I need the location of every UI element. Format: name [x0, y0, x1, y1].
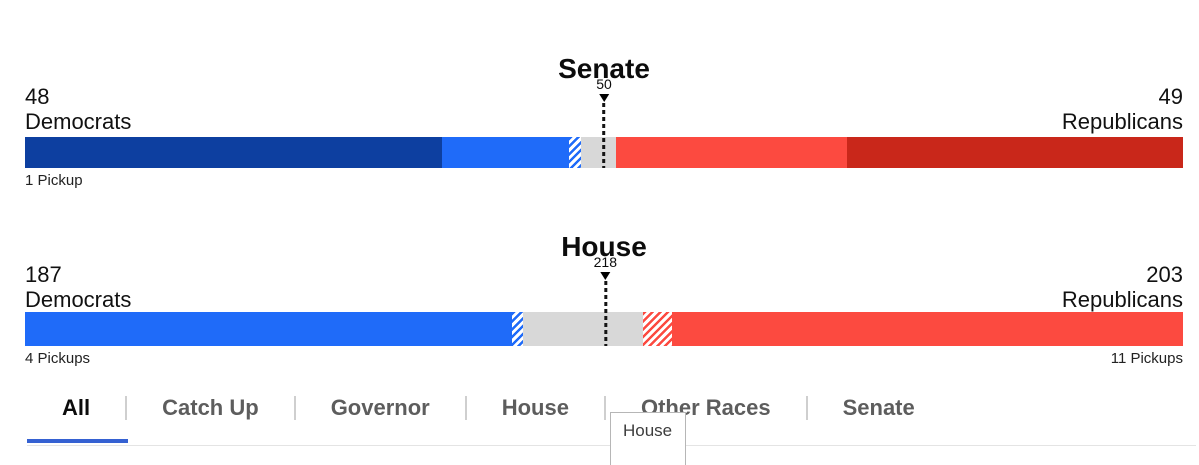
house-rep-pickups: 11 Pickups [1110, 350, 1183, 367]
tab-governor[interactable]: Governor [330, 395, 430, 420]
bar-segment-dem-pickup [512, 312, 523, 346]
bar-segment-dem-won [25, 312, 513, 346]
senate-rep-count: 49 [1158, 84, 1183, 109]
house-pickup-row: 4 Pickups 11 Pickups [25, 350, 1183, 367]
tab-separator [125, 396, 128, 420]
bar-segment-dem-won [441, 137, 570, 168]
bar-segment-rep-holdover [847, 137, 1183, 168]
house-title: House [561, 231, 647, 263]
tooltip-label: House [623, 421, 673, 440]
senate-dem-stat: 48 Democrats [25, 84, 131, 134]
house-balance-of-power: House 187 Democrats 203 Republicans 218 … [25, 200, 1183, 390]
tab-hover-tooltip: House [610, 412, 686, 465]
tab-separator [464, 396, 467, 420]
house-bar [25, 312, 1183, 346]
tab-all[interactable]: All [62, 395, 91, 420]
bar-segment-rep-pickup [642, 312, 672, 346]
senate-dem-label: Democrats [25, 109, 132, 134]
senate-balance-of-power: Senate 48 Democrats 49 Republicans 50 1 … [25, 0, 1183, 200]
house-rep-label: Republicans [1061, 287, 1183, 312]
tab-catch-up[interactable]: Catch Up [162, 395, 259, 420]
bar-segment-undecided [580, 137, 616, 168]
senate-bar [25, 137, 1183, 168]
tab-separator [603, 396, 606, 420]
senate-dem-pickups: 1 Pickup [25, 172, 83, 189]
senate-rep-stat: 49 Republicans [1062, 84, 1183, 134]
tab-separator [293, 396, 296, 420]
bar-segment-undecided [522, 312, 643, 346]
active-tab-underline [27, 439, 128, 443]
house-dem-count: 187 [25, 262, 62, 287]
bar-segment-dem-holdover [25, 137, 442, 168]
senate-rep-label: Republicans [1061, 109, 1183, 134]
bar-segment-rep-won [671, 312, 1183, 346]
senate-dem-count: 48 [25, 84, 50, 109]
house-dem-pickups: 4 Pickups [25, 350, 91, 367]
senate-pickup-row: 1 Pickup [25, 172, 1183, 189]
house-rep-stat: 203 Republicans [1062, 262, 1183, 312]
majority-arrow-icon [600, 272, 611, 280]
tab-house[interactable]: House [501, 395, 569, 420]
house-dem-stat: 187 Democrats [25, 262, 131, 312]
senate-title: Senate [558, 53, 650, 85]
house-dem-label: Democrats [25, 287, 132, 312]
bar-segment-rep-won [615, 137, 848, 168]
tab-senate[interactable]: Senate [842, 395, 915, 420]
tab-separator [805, 396, 808, 420]
bar-segment-dem-pickup [569, 137, 581, 168]
house-rep-count: 203 [1146, 262, 1183, 287]
majority-arrow-icon [598, 94, 609, 102]
race-filter-tabbar: All Catch Up Governor House Other Races … [27, 392, 950, 424]
